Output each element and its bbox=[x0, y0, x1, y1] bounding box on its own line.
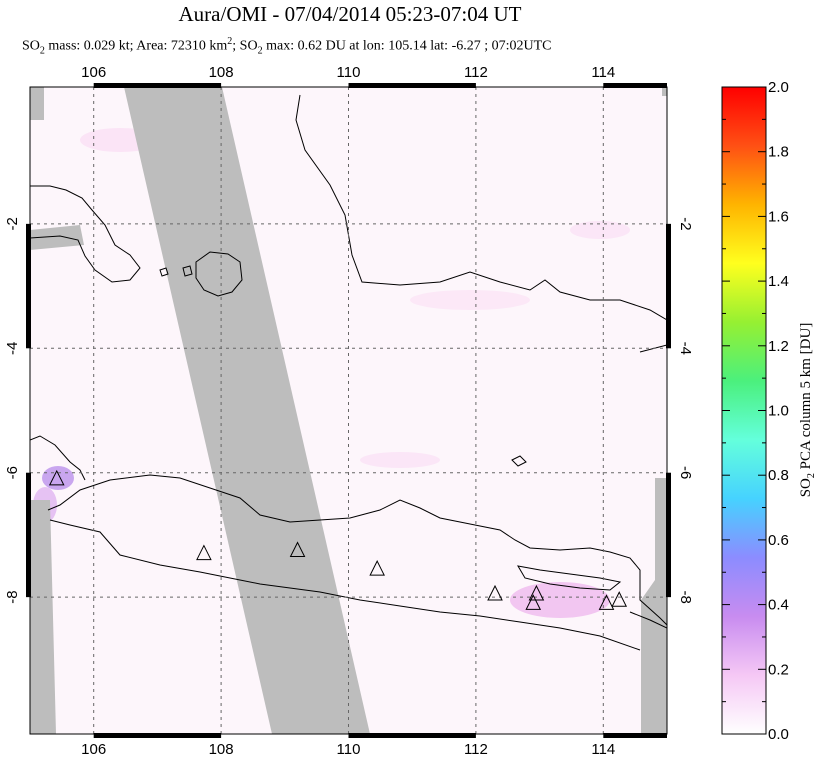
colorbar-tick-label: 2.0 bbox=[768, 79, 789, 96]
colorbar: 0.0 0.2 0.4 0.6 0.8 1.0 1.2 1.4 1.6 1.8 2.0 SO2 PC… bbox=[721, 79, 817, 743]
lon-tick-label-bottom: 112 bbox=[464, 741, 488, 758]
map-title: Aura/OMI - 07/04/2014 05:23-07:04 UT bbox=[178, 2, 522, 26]
colorbar-tick-label: 1.8 bbox=[768, 144, 789, 161]
so2-max-patch bbox=[42, 466, 74, 490]
frame-tick-top bbox=[93, 83, 222, 88]
lon-tick-label-bottom: 106 bbox=[81, 741, 106, 758]
frame-tick-bottom bbox=[348, 733, 476, 738]
frame-tick-top bbox=[603, 83, 667, 88]
no-data-edge bbox=[30, 87, 44, 120]
frame-tick-bottom bbox=[603, 733, 667, 738]
colorbar-tick-label: 1.0 bbox=[768, 403, 789, 420]
no-data-edge bbox=[30, 500, 56, 734]
lon-tick-label-bottom: 110 bbox=[337, 741, 361, 758]
lat-tick-label-right: -8 bbox=[677, 590, 694, 603]
colorbar-tick-label: 0.8 bbox=[768, 467, 789, 484]
no-data-edge bbox=[662, 87, 667, 96]
colorbar-label: SO2 PCA column 5 km [DU] bbox=[798, 323, 817, 498]
no-data-edge bbox=[30, 225, 84, 250]
map-subtitle: SO2 mass: 0.029 kt; Area: 72310 km2; SO2… bbox=[22, 36, 552, 57]
so2-patch bbox=[570, 221, 630, 239]
volcano-icon bbox=[611, 591, 628, 607]
volcano-icon bbox=[48, 469, 65, 486]
volcano-icon bbox=[369, 560, 385, 576]
frame-tick-right bbox=[666, 223, 671, 349]
no-data-edge bbox=[641, 478, 667, 734]
colorbar-tick-label: 1.4 bbox=[768, 273, 789, 290]
lon-tick-label-top: 108 bbox=[209, 64, 234, 81]
lat-tick-label-left: -2 bbox=[4, 217, 21, 230]
lon-tick-label-top: 112 bbox=[464, 64, 488, 81]
frame-tick-bottom bbox=[93, 733, 222, 738]
frame-tick-left bbox=[26, 223, 31, 349]
volcano-markers bbox=[48, 469, 628, 610]
lon-tick-label-top: 110 bbox=[337, 64, 361, 81]
volcano-icon bbox=[598, 594, 615, 610]
lat-tick-label-right: -6 bbox=[677, 466, 694, 479]
lat-tick-label-left: -4 bbox=[4, 342, 21, 355]
lat-tick-label-right: -4 bbox=[677, 342, 694, 355]
frame-tick-right bbox=[666, 472, 671, 598]
frame-tick-top bbox=[348, 83, 476, 88]
colorbar-tick-label: 0.4 bbox=[768, 597, 789, 614]
volcano-icon bbox=[289, 541, 306, 557]
colorbar-tick-label: 1.2 bbox=[768, 338, 789, 355]
grid bbox=[30, 87, 667, 734]
lat-tick-label-right: -2 bbox=[677, 217, 694, 230]
lon-tick-label-top: 114 bbox=[591, 64, 615, 81]
lon-tick-label-bottom: 114 bbox=[591, 741, 615, 758]
volcano-icon bbox=[487, 584, 503, 601]
lat-tick-label-left: -6 bbox=[4, 466, 21, 479]
lon-tick-label-top: 106 bbox=[81, 64, 106, 81]
so2-patch bbox=[410, 290, 530, 310]
colorbar-tick-label: 0.6 bbox=[768, 532, 789, 549]
coastlines bbox=[30, 94, 667, 651]
lat-tick-label-left: -8 bbox=[4, 590, 21, 603]
map-area bbox=[30, 87, 667, 734]
axis-labels: 106 106 108 108 110 110 112 112 114 114 -2 -2 -4 -4 -6… bbox=[4, 64, 694, 758]
frame-ticks bbox=[26, 83, 671, 738]
frame-tick-left bbox=[26, 472, 31, 598]
so2-patch bbox=[360, 452, 440, 468]
volcano-icon bbox=[528, 584, 545, 601]
no-data-swath bbox=[124, 87, 370, 734]
volcano-icon bbox=[196, 544, 212, 561]
volcano-icon bbox=[525, 594, 542, 610]
so2-patch bbox=[510, 582, 610, 618]
colorbar-tick-label: 0.0 bbox=[768, 726, 789, 743]
lon-tick-label-bottom: 108 bbox=[209, 741, 234, 758]
colorbar-tick-label: 1.6 bbox=[768, 208, 789, 225]
colorbar-tick-label: 0.2 bbox=[768, 661, 789, 678]
